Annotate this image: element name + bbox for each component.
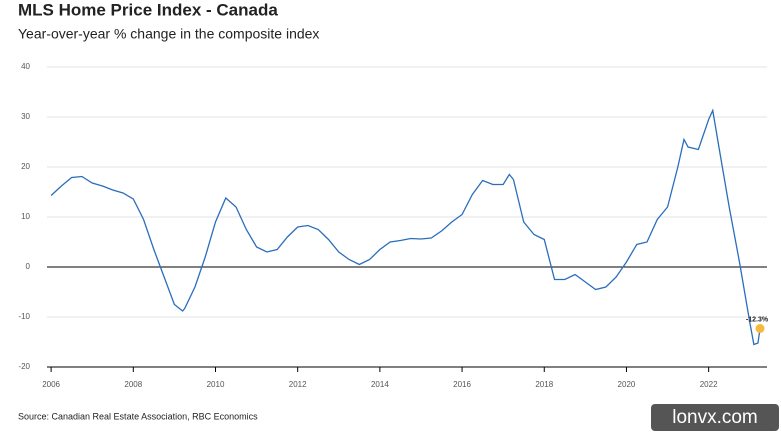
x-tick-label: 2016 bbox=[453, 380, 471, 389]
x-tick-label: 2008 bbox=[124, 380, 142, 389]
y-tick-label: 40 bbox=[21, 62, 30, 71]
highlight-point bbox=[755, 324, 765, 333]
x-tick-label: 2014 bbox=[371, 380, 389, 389]
y-tick-label: 30 bbox=[21, 112, 30, 121]
y-tick-label: 20 bbox=[21, 162, 30, 171]
chart-title: MLS Home Price Index - Canada bbox=[18, 0, 278, 19]
x-tick-label: 2006 bbox=[42, 380, 60, 389]
x-tick-label: 2010 bbox=[207, 380, 225, 389]
chart-subtitle: Year-over-year % change in the composite… bbox=[18, 26, 319, 42]
x-tick-label: 2018 bbox=[535, 380, 553, 389]
x-tick-label: 2020 bbox=[618, 380, 636, 389]
x-tick-label: 2012 bbox=[289, 380, 307, 389]
value-label: -12.3% bbox=[746, 316, 769, 323]
y-tick-label: 0 bbox=[26, 262, 31, 271]
y-tick-label: 10 bbox=[21, 212, 30, 221]
x-tick-label: 2022 bbox=[700, 380, 718, 389]
watermark-bg bbox=[651, 404, 779, 431]
line bbox=[50, 108, 761, 346]
source: Source: Canadian Real Estate Association… bbox=[18, 411, 258, 421]
y-tick-label: -10 bbox=[18, 312, 30, 321]
watermark: lonvx.com bbox=[672, 407, 758, 428]
y-tick-label: -20 bbox=[18, 362, 30, 371]
